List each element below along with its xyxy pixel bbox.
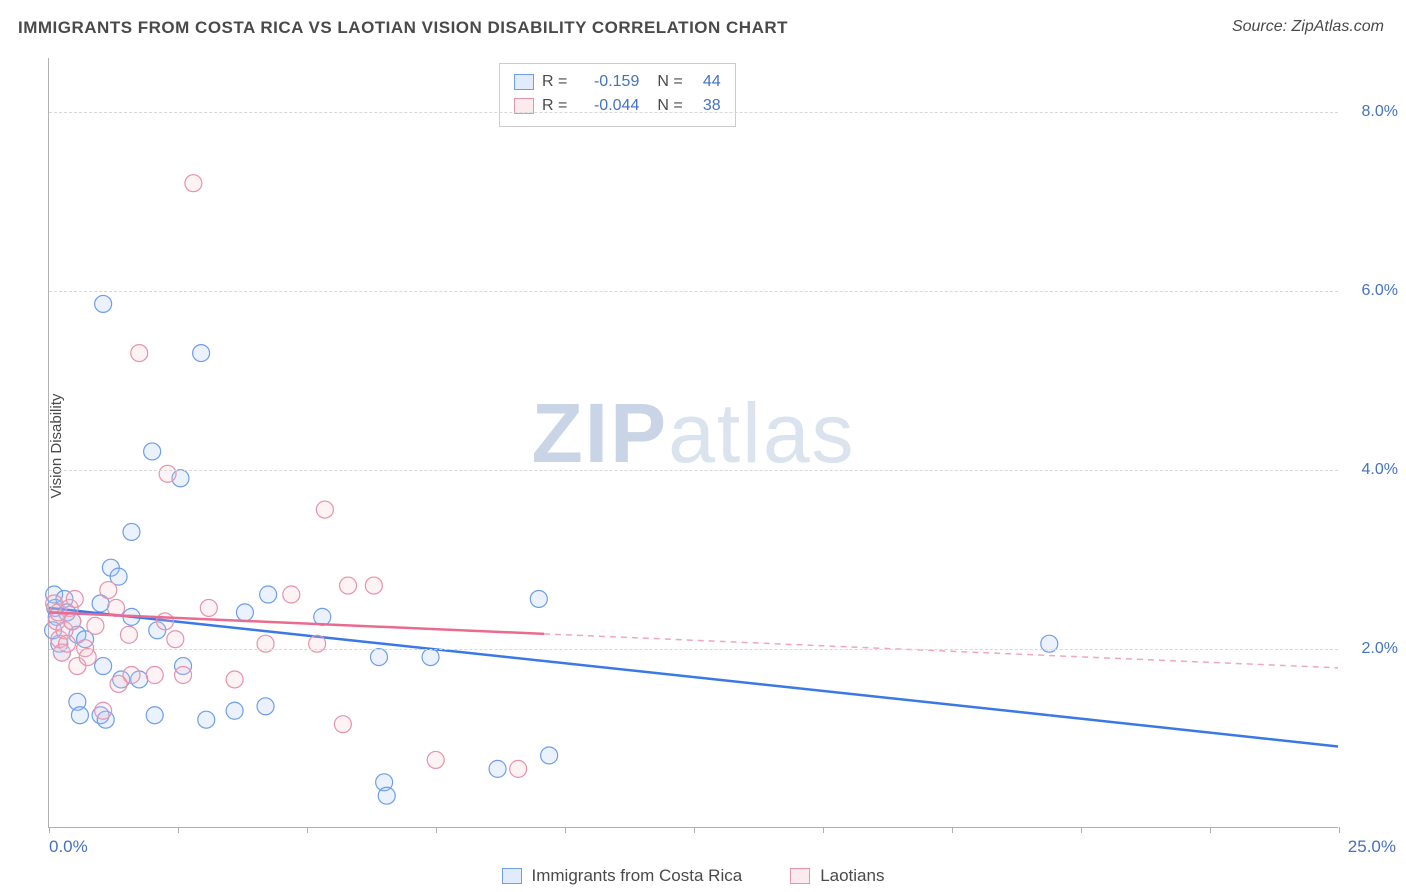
x-axis-max-label: 25.0% bbox=[1348, 837, 1396, 857]
plot-area: ZIPatlas R =-0.159N =44R =-0.044N =38 0.… bbox=[48, 58, 1338, 828]
scatter-point bbox=[123, 523, 140, 540]
legend-stat-row: R = -0.159 N = 44 bbox=[514, 70, 721, 94]
scatter-point bbox=[120, 626, 137, 643]
legend-N-label: N = bbox=[657, 73, 682, 91]
legend-stat-row: R =-0.044N =38 bbox=[514, 94, 721, 118]
legend-swatch bbox=[514, 74, 534, 90]
scatter-point bbox=[131, 345, 148, 362]
x-axis-min-label: 0.0% bbox=[49, 837, 88, 857]
x-tick bbox=[952, 827, 953, 833]
scatter-point bbox=[283, 586, 300, 603]
scatter-point bbox=[427, 751, 444, 768]
scatter-point bbox=[123, 666, 140, 683]
scatter-point bbox=[236, 604, 253, 621]
legend-R-label: R = bbox=[542, 73, 567, 91]
scatter-point bbox=[95, 295, 112, 312]
scatter-point bbox=[100, 582, 117, 599]
trend-line-ext bbox=[1049, 715, 1338, 746]
scatter-point bbox=[159, 465, 176, 482]
legend-series-label: Laotians bbox=[820, 866, 884, 886]
x-tick bbox=[823, 827, 824, 833]
scatter-point bbox=[257, 698, 274, 715]
scatter-point bbox=[87, 617, 104, 634]
x-tick bbox=[49, 827, 50, 833]
x-tick bbox=[307, 827, 308, 833]
scatter-point bbox=[541, 747, 558, 764]
scatter-point bbox=[79, 649, 96, 666]
legend-swatch bbox=[502, 868, 522, 884]
legend-series-item: Immigrants from Costa Rica bbox=[502, 866, 743, 886]
scatter-point bbox=[530, 590, 547, 607]
x-tick bbox=[694, 827, 695, 833]
gridline-h bbox=[49, 649, 1338, 650]
scatter-point bbox=[167, 631, 184, 648]
scatter-point bbox=[64, 613, 81, 630]
scatter-point bbox=[185, 175, 202, 192]
scatter-point bbox=[510, 760, 527, 777]
x-tick bbox=[436, 827, 437, 833]
y-tick-label: 4.0% bbox=[1346, 461, 1398, 479]
y-tick-label: 2.0% bbox=[1346, 640, 1398, 658]
gridline-h bbox=[49, 291, 1338, 292]
source-attribution: Source: ZipAtlas.com bbox=[1232, 18, 1384, 36]
x-tick bbox=[1081, 827, 1082, 833]
y-tick-label: 6.0% bbox=[1346, 282, 1398, 300]
scatter-point bbox=[175, 666, 192, 683]
legend-series-item: Laotians bbox=[790, 866, 884, 886]
x-tick bbox=[1339, 827, 1340, 833]
gridline-h bbox=[49, 470, 1338, 471]
scatter-point bbox=[198, 711, 215, 728]
legend-R-value: -0.159 bbox=[575, 73, 639, 91]
plot-svg bbox=[49, 58, 1338, 827]
scatter-point bbox=[378, 787, 395, 804]
scatter-point bbox=[157, 613, 174, 630]
scatter-point bbox=[193, 345, 210, 362]
scatter-point bbox=[489, 760, 506, 777]
y-tick-label: 8.0% bbox=[1346, 103, 1398, 121]
trend-line-ext bbox=[544, 634, 1338, 668]
scatter-point bbox=[200, 599, 217, 616]
scatter-point bbox=[71, 707, 88, 724]
scatter-point bbox=[260, 586, 277, 603]
series-legend: Immigrants from Costa Rica Laotians bbox=[48, 866, 1338, 886]
scatter-point bbox=[66, 590, 83, 607]
legend-N-value: 44 bbox=[691, 73, 721, 91]
scatter-point bbox=[146, 707, 163, 724]
scatter-point bbox=[370, 649, 387, 666]
scatter-point bbox=[340, 577, 357, 594]
chart-title: IMMIGRANTS FROM COSTA RICA VS LAOTIAN VI… bbox=[18, 18, 788, 38]
scatter-point bbox=[226, 671, 243, 688]
scatter-point bbox=[146, 666, 163, 683]
legend-swatch bbox=[790, 868, 810, 884]
chart-container: IMMIGRANTS FROM COSTA RICA VS LAOTIAN VI… bbox=[0, 0, 1406, 892]
scatter-point bbox=[334, 716, 351, 733]
x-tick bbox=[178, 827, 179, 833]
trend-line bbox=[49, 608, 1049, 715]
x-tick bbox=[565, 827, 566, 833]
scatter-point bbox=[316, 501, 333, 518]
scatter-point bbox=[144, 443, 161, 460]
x-tick bbox=[1210, 827, 1211, 833]
scatter-point bbox=[422, 649, 439, 666]
legend-series-label: Immigrants from Costa Rica bbox=[532, 866, 743, 886]
correlation-legend: R = -0.159 N = 44 R =-0.044N =38 bbox=[499, 63, 736, 127]
scatter-point bbox=[365, 577, 382, 594]
scatter-point bbox=[95, 658, 112, 675]
scatter-point bbox=[95, 702, 112, 719]
scatter-point bbox=[226, 702, 243, 719]
gridline-h bbox=[49, 112, 1338, 113]
